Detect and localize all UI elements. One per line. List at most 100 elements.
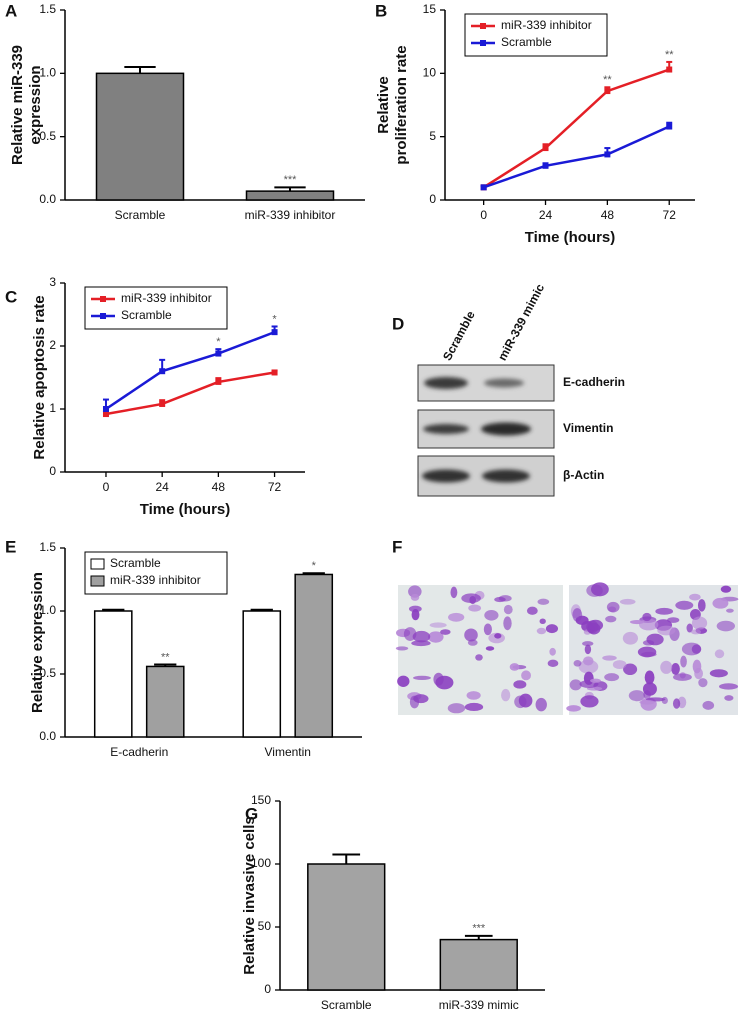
cell [503, 616, 512, 631]
point [159, 368, 166, 375]
significance-label: *** [472, 923, 486, 935]
significance-label: ** [603, 74, 612, 86]
x-tick-label: Vimentin [265, 745, 311, 759]
cell [494, 633, 502, 639]
cell [586, 584, 603, 597]
bar [145, 665, 185, 738]
chart: G 0 50 100 150 Relative invasive cells Scrambl… [241, 793, 545, 1012]
cell [483, 623, 492, 636]
cell [410, 593, 420, 601]
cell [429, 622, 447, 628]
cell [628, 690, 645, 702]
x-tick-label: Scramble [115, 208, 166, 222]
cell [588, 619, 604, 631]
point [271, 329, 278, 336]
x-tick-label: miR-339 inhibitor [245, 208, 336, 222]
y-tick-label: 1.5 [39, 540, 56, 554]
band [424, 377, 468, 389]
legend-box [84, 551, 228, 595]
cell [545, 624, 559, 634]
legend-swatch [90, 575, 105, 587]
bar [439, 938, 518, 991]
cell [619, 598, 636, 605]
point [102, 406, 109, 412]
y-axis-title: Relative [375, 76, 392, 134]
legend-label: Scramble [121, 308, 172, 322]
point [604, 151, 611, 158]
point [604, 88, 611, 95]
cell [484, 609, 499, 621]
panel-letter: A [5, 1, 17, 20]
y-tick-label: 15 [423, 2, 437, 16]
bar [307, 863, 386, 991]
cell [464, 702, 484, 712]
y-tick-label: 0 [429, 192, 436, 206]
cell [569, 679, 582, 691]
cell [606, 601, 620, 613]
x-tick-label: 72 [663, 208, 677, 222]
cell [639, 618, 659, 631]
panel-letter: G [245, 804, 258, 823]
cell [690, 629, 701, 635]
cell [692, 659, 702, 674]
cell [712, 597, 729, 609]
cell [660, 660, 673, 674]
legend-swatch [480, 40, 486, 46]
cell [582, 641, 594, 647]
series-line [105, 371, 275, 416]
x-tick-label: 48 [601, 208, 615, 222]
significance-label: ** [665, 49, 674, 61]
panel-letter: C [5, 287, 17, 306]
x-tick-label: 0 [480, 208, 487, 222]
point [480, 184, 487, 191]
y-tick-label: 1 [49, 401, 56, 415]
micrograph: F [392, 537, 739, 715]
protein-label: E-cadherin [563, 375, 625, 389]
cell [395, 646, 409, 651]
significance-label: ** [161, 651, 170, 663]
band [422, 469, 470, 483]
cell [485, 646, 495, 651]
cell [580, 695, 599, 708]
x-tick-label: miR-339 mimic [439, 998, 519, 1012]
cell [572, 608, 583, 622]
series-line [482, 68, 670, 189]
cell [433, 672, 444, 686]
point [542, 145, 549, 152]
point [215, 350, 222, 357]
panel-letter: B [375, 1, 387, 20]
cell [411, 640, 431, 647]
cell [657, 625, 676, 636]
cell [412, 630, 431, 643]
cell [547, 659, 559, 667]
cell [671, 662, 680, 675]
protein-label: Vimentin [563, 421, 613, 435]
cell [411, 609, 420, 621]
y-tick-label: 3 [49, 275, 56, 289]
cell [397, 675, 410, 687]
bar [93, 610, 133, 738]
band [481, 422, 531, 436]
y-tick-label: 0.5 [39, 666, 56, 680]
significance-label: *** [284, 174, 298, 186]
x-tick-label: 24 [539, 208, 553, 222]
cell [509, 663, 520, 671]
cell [686, 623, 693, 633]
legend-label: miR-339 inhibitor [121, 291, 212, 305]
cell [501, 688, 511, 702]
cell [513, 680, 527, 689]
y-tick-label: 0 [49, 464, 56, 478]
cell [536, 627, 547, 635]
cell [623, 663, 638, 676]
cell [413, 694, 429, 704]
cell [681, 642, 702, 656]
cell [602, 655, 617, 661]
band [482, 469, 530, 483]
legend-swatch [100, 313, 106, 319]
bar [245, 190, 335, 201]
cell [642, 682, 657, 696]
significance-label: * [312, 560, 317, 572]
y-axis-title: expression [27, 65, 44, 144]
